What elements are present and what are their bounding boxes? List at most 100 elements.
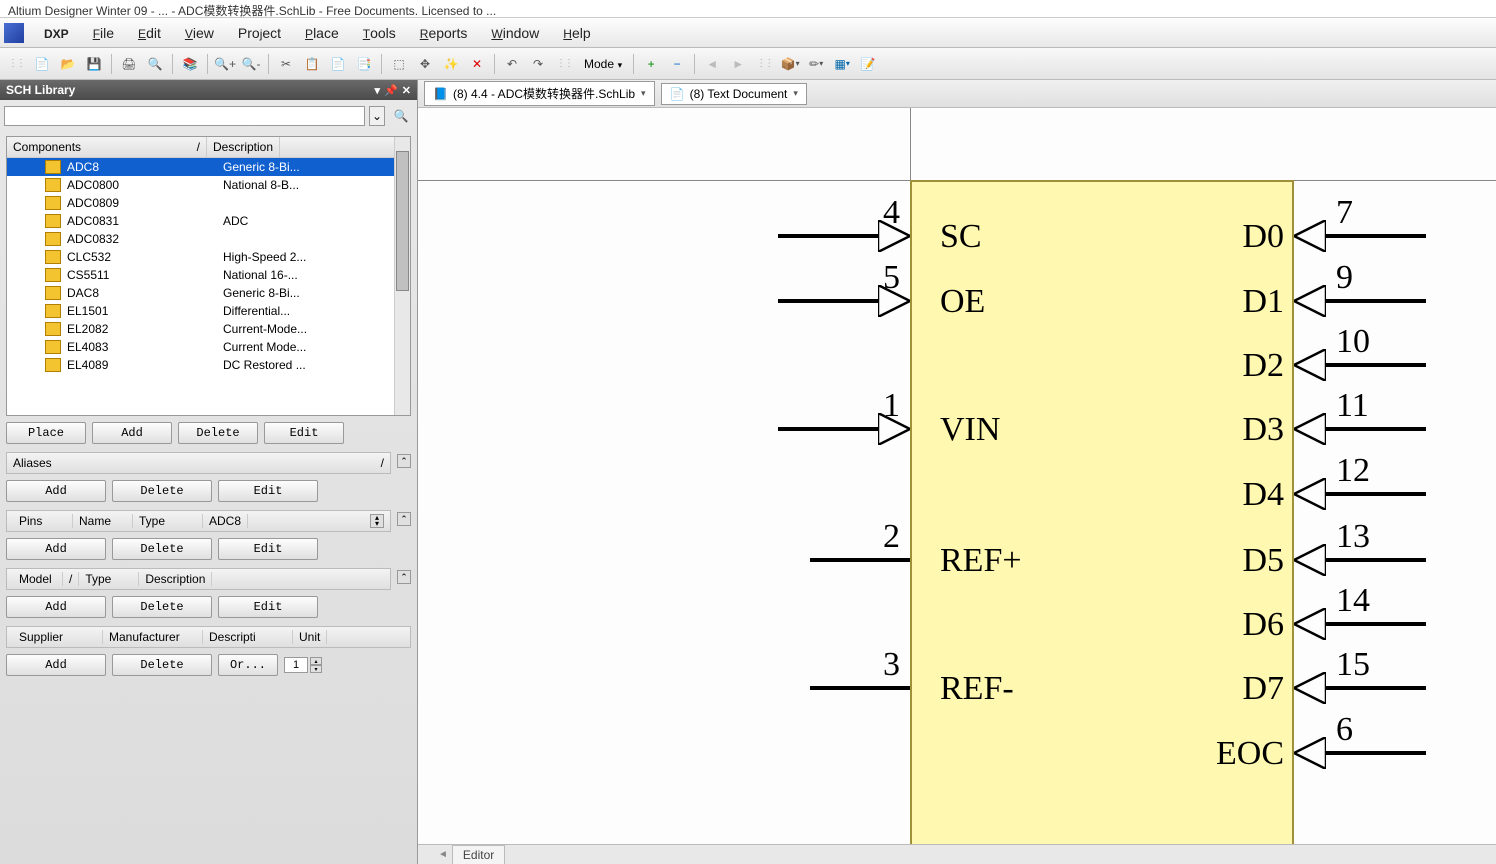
minus-icon[interactable]: −: [665, 52, 689, 76]
undo-icon[interactable]: ↶: [500, 52, 524, 76]
pin-name[interactable]: D7: [1204, 670, 1284, 708]
duplicate-icon[interactable]: 📑: [352, 52, 376, 76]
model-delete-button[interactable]: Delete: [112, 596, 212, 618]
save-icon[interactable]: 💾: [82, 52, 106, 76]
component-icon[interactable]: 📦▾: [778, 52, 802, 76]
zoom-in-icon[interactable]: 🔍+: [213, 52, 237, 76]
pin-number[interactable]: 10: [1336, 323, 1370, 361]
pin-name[interactable]: REF+: [940, 542, 1022, 580]
pin-number[interactable]: 5: [840, 259, 900, 297]
pin-number[interactable]: 9: [1336, 259, 1353, 297]
pin-line[interactable]: [1326, 622, 1426, 626]
sort-indicator[interactable]: /: [197, 140, 200, 154]
component-row[interactable]: ADC0832: [7, 230, 394, 248]
cut-icon[interactable]: ✂: [274, 52, 298, 76]
supplier-delete-button[interactable]: Delete: [112, 654, 212, 676]
menu-file[interactable]: File: [81, 21, 126, 45]
pin-number[interactable]: 7: [1336, 194, 1353, 232]
model-sort[interactable]: /: [63, 572, 79, 586]
pins-collapse-icon[interactable]: ⌃: [397, 512, 411, 526]
pencil-icon[interactable]: ✏▾: [804, 52, 828, 76]
tab-text[interactable]: 📄 (8) Text Document ▾: [661, 83, 807, 105]
pin-name[interactable]: D5: [1204, 542, 1284, 580]
wand-icon[interactable]: ✨: [439, 52, 463, 76]
move-icon[interactable]: ✥: [413, 52, 437, 76]
delete-x-icon[interactable]: ✕: [465, 52, 489, 76]
model-edit-button[interactable]: Edit: [218, 596, 318, 618]
component-row[interactable]: ADC0831ADC: [7, 212, 394, 230]
pin-line[interactable]: [1326, 427, 1426, 431]
tab-text-dropdown-icon[interactable]: ▾: [793, 88, 798, 99]
aliases-edit-button[interactable]: Edit: [218, 480, 318, 502]
open-icon[interactable]: 📂: [56, 52, 80, 76]
menu-edit[interactable]: Edit: [126, 21, 173, 45]
component-row[interactable]: EL4083Current Mode...: [7, 338, 394, 356]
new-doc-icon[interactable]: 📄: [30, 52, 54, 76]
component-row[interactable]: ADC0800National 8-B...: [7, 176, 394, 194]
supplier-add-button[interactable]: Add: [6, 654, 106, 676]
pin-line[interactable]: [1326, 299, 1426, 303]
pin-name[interactable]: D2: [1204, 347, 1284, 385]
search-input[interactable]: [4, 106, 365, 126]
panel-close-icon[interactable]: ✕: [402, 84, 411, 97]
pin-number[interactable]: 13: [1336, 518, 1370, 556]
component-row[interactable]: EL4089DC Restored ...: [7, 356, 394, 374]
schematic-canvas[interactable]: 4SC5OE1VIN2REF+3REF-7D09D110D211D312D413…: [418, 108, 1496, 844]
aliases-delete-button[interactable]: Delete: [112, 480, 212, 502]
note-icon[interactable]: 📝: [856, 52, 880, 76]
pin-line[interactable]: [810, 558, 910, 562]
pin-number[interactable]: 14: [1336, 582, 1370, 620]
pin-number[interactable]: 12: [1336, 452, 1370, 490]
delete-button[interactable]: Delete: [178, 422, 258, 444]
select-icon[interactable]: ⬚: [387, 52, 411, 76]
pin-name[interactable]: VIN: [940, 411, 1000, 449]
editor-tab[interactable]: Editor: [452, 845, 505, 864]
component-row[interactable]: EL1501Differential...: [7, 302, 394, 320]
tab-schlib[interactable]: 📘 (8) 4.4 - ADC模数转换器件.SchLib ▾: [424, 81, 655, 106]
pin-line[interactable]: [1326, 492, 1426, 496]
mode-dropdown[interactable]: Mode ▾: [578, 54, 628, 73]
pin-number[interactable]: 1: [840, 387, 900, 425]
menu-window[interactable]: Window: [479, 21, 551, 45]
menu-reports[interactable]: Reports: [408, 21, 480, 45]
component-row[interactable]: DAC8Generic 8-Bi...: [7, 284, 394, 302]
zoom-out-icon[interactable]: 🔍-: [239, 52, 263, 76]
pin-number[interactable]: 2: [840, 518, 900, 556]
pin-line[interactable]: [778, 299, 878, 303]
pin-name[interactable]: REF-: [940, 670, 1014, 708]
menu-dxp[interactable]: DXP: [32, 21, 81, 45]
aliases-collapse-icon[interactable]: ⌃: [397, 454, 411, 468]
menu-view[interactable]: View: [173, 21, 226, 45]
pin-number[interactable]: 15: [1336, 646, 1370, 684]
panel-dropdown-icon[interactable]: ▾: [375, 84, 381, 97]
search-dropdown-icon[interactable]: ⌄: [369, 106, 385, 126]
pins-stepper-icon[interactable]: ▴▾: [370, 514, 384, 528]
pin-name[interactable]: EOC: [1204, 735, 1284, 773]
pins-delete-button[interactable]: Delete: [112, 538, 212, 560]
pins-add-button[interactable]: Add: [6, 538, 106, 560]
stepper-input[interactable]: [284, 657, 308, 673]
plus-icon[interactable]: +: [639, 52, 663, 76]
add-button[interactable]: Add: [92, 422, 172, 444]
component-row[interactable]: ADC0809: [7, 194, 394, 212]
pin-number[interactable]: 6: [1336, 711, 1353, 749]
pin-name[interactable]: SC: [940, 218, 982, 256]
pin-line[interactable]: [778, 427, 878, 431]
layers-icon[interactable]: 📚: [178, 52, 202, 76]
search-magnify-icon[interactable]: 🔍: [389, 104, 413, 128]
pin-line[interactable]: [1326, 234, 1426, 238]
nav-fwd-icon[interactable]: ►: [726, 52, 750, 76]
place-button[interactable]: Place: [6, 422, 86, 444]
menu-tools[interactable]: Tools: [351, 21, 408, 45]
component-row[interactable]: CS5511National 16-...: [7, 266, 394, 284]
pin-name[interactable]: OE: [940, 283, 985, 321]
menu-help[interactable]: Help: [551, 21, 602, 45]
pin-line[interactable]: [1326, 558, 1426, 562]
scrollbar[interactable]: [394, 137, 410, 415]
aliases-add-button[interactable]: Add: [6, 480, 106, 502]
pin-line[interactable]: [1326, 686, 1426, 690]
pin-name[interactable]: D4: [1204, 476, 1284, 514]
tab-schlib-dropdown-icon[interactable]: ▾: [641, 88, 646, 99]
pin-line[interactable]: [1326, 363, 1426, 367]
edit-button[interactable]: Edit: [264, 422, 344, 444]
